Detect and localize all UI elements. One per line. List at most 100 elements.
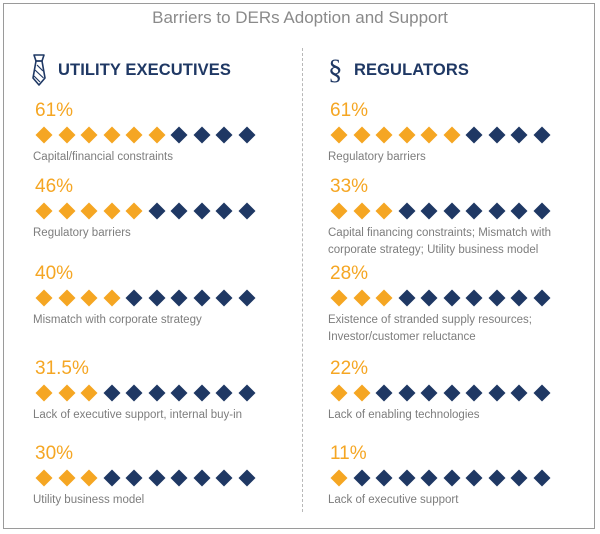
section-sign-icon: § (328, 54, 344, 86)
percentage-label: 40% (35, 263, 74, 284)
empty-diamond (465, 289, 483, 307)
barrier-description: Investor/customer reluctance (328, 331, 476, 343)
empty-diamond (465, 202, 483, 220)
percentage-label: 22% (330, 358, 369, 379)
percentage-label: 46% (35, 176, 74, 197)
empty-diamond (533, 126, 550, 144)
filled-diamond (420, 126, 438, 144)
filled-diamond (148, 126, 165, 144)
barrier-description: Utility business model (33, 494, 145, 506)
filled-diamond (375, 289, 393, 307)
diamond-bar (35, 126, 263, 145)
filled-diamond (125, 126, 143, 144)
diamond-bar (330, 384, 558, 403)
barrier-description: Lack of executive support (328, 494, 459, 506)
filled-diamond (58, 202, 75, 220)
empty-diamond (170, 202, 188, 220)
barrier-description: Existence of stranded supply resources; (328, 314, 532, 326)
empty-diamond (420, 384, 438, 402)
diamond-bar (35, 202, 263, 221)
empty-diamond (125, 384, 143, 402)
empty-diamond (510, 289, 528, 307)
empty-diamond (193, 289, 210, 307)
empty-diamond (488, 469, 505, 487)
percentage-label: 61% (330, 100, 369, 121)
empty-diamond (238, 202, 255, 220)
chart-title: Barriers to DERs Adoption and Support (152, 8, 448, 27)
empty-diamond (488, 384, 505, 402)
diamond-bar (330, 289, 558, 308)
filled-diamond (330, 126, 348, 144)
empty-diamond (443, 384, 460, 402)
empty-diamond (488, 202, 505, 220)
svg-text:§: § (328, 54, 343, 86)
empty-diamond (148, 289, 165, 307)
empty-diamond (398, 469, 415, 487)
filled-diamond (353, 384, 370, 402)
empty-diamond (488, 289, 505, 307)
empty-diamond (420, 202, 438, 220)
filled-diamond (103, 289, 120, 307)
barrier-description: corporate strategy; Utility business mod… (328, 244, 539, 256)
necktie-icon (30, 54, 48, 86)
empty-diamond (238, 469, 255, 487)
filled-diamond (375, 126, 393, 144)
empty-diamond (103, 469, 120, 487)
filled-diamond (35, 202, 53, 220)
empty-diamond (420, 289, 438, 307)
barrier-description: Lack of executive support, internal buy-… (33, 409, 243, 421)
empty-diamond (193, 202, 210, 220)
empty-diamond (148, 202, 165, 220)
empty-diamond (375, 469, 393, 487)
empty-diamond (465, 384, 483, 402)
filled-diamond (330, 384, 348, 402)
empty-diamond (510, 126, 528, 144)
empty-diamond (533, 202, 550, 220)
empty-diamond (215, 384, 233, 402)
filled-diamond (103, 126, 120, 144)
filled-diamond (35, 126, 53, 144)
empty-diamond (215, 469, 233, 487)
empty-diamond (510, 384, 528, 402)
filled-diamond (80, 126, 98, 144)
percentage-label: 30% (35, 443, 74, 464)
barrier-description: Mismatch with corporate strategy (33, 314, 202, 326)
regulators-heading: § REGULATORS (328, 54, 469, 86)
filled-diamond (443, 126, 460, 144)
empty-diamond (193, 469, 210, 487)
barrier-description: Capital financing constraints; Mismatch … (328, 227, 552, 239)
filled-diamond (58, 469, 75, 487)
filled-diamond (80, 469, 98, 487)
barrier-description: Regulatory barriers (328, 151, 426, 163)
empty-diamond (170, 384, 188, 402)
infographic-frame (3, 3, 595, 529)
empty-diamond (465, 469, 483, 487)
empty-diamond (170, 289, 188, 307)
empty-diamond (443, 289, 460, 307)
filled-diamond (58, 384, 75, 402)
filled-diamond (330, 469, 348, 487)
percentage-label: 11% (330, 443, 367, 464)
diamond-bar (330, 202, 558, 221)
empty-diamond (488, 126, 505, 144)
diamond-bar (35, 289, 263, 308)
empty-diamond (215, 202, 233, 220)
barrier-description: Lack of enabling technologies (328, 409, 480, 421)
empty-diamond (398, 202, 415, 220)
filled-diamond (375, 202, 393, 220)
filled-diamond (398, 126, 415, 144)
barrier-description: Capital/financial constraints (33, 151, 173, 163)
utility-executives-title: UTILITY EXECUTIVES (58, 60, 231, 79)
empty-diamond (125, 289, 143, 307)
empty-diamond (193, 126, 210, 144)
empty-diamond (533, 289, 550, 307)
empty-diamond (353, 469, 370, 487)
empty-diamond (148, 469, 165, 487)
empty-diamond (510, 469, 528, 487)
percentage-label: 28% (330, 263, 369, 284)
filled-diamond (330, 202, 348, 220)
filled-diamond (125, 202, 143, 220)
filled-diamond (80, 384, 98, 402)
empty-diamond (533, 384, 550, 402)
filled-diamond (353, 289, 370, 307)
